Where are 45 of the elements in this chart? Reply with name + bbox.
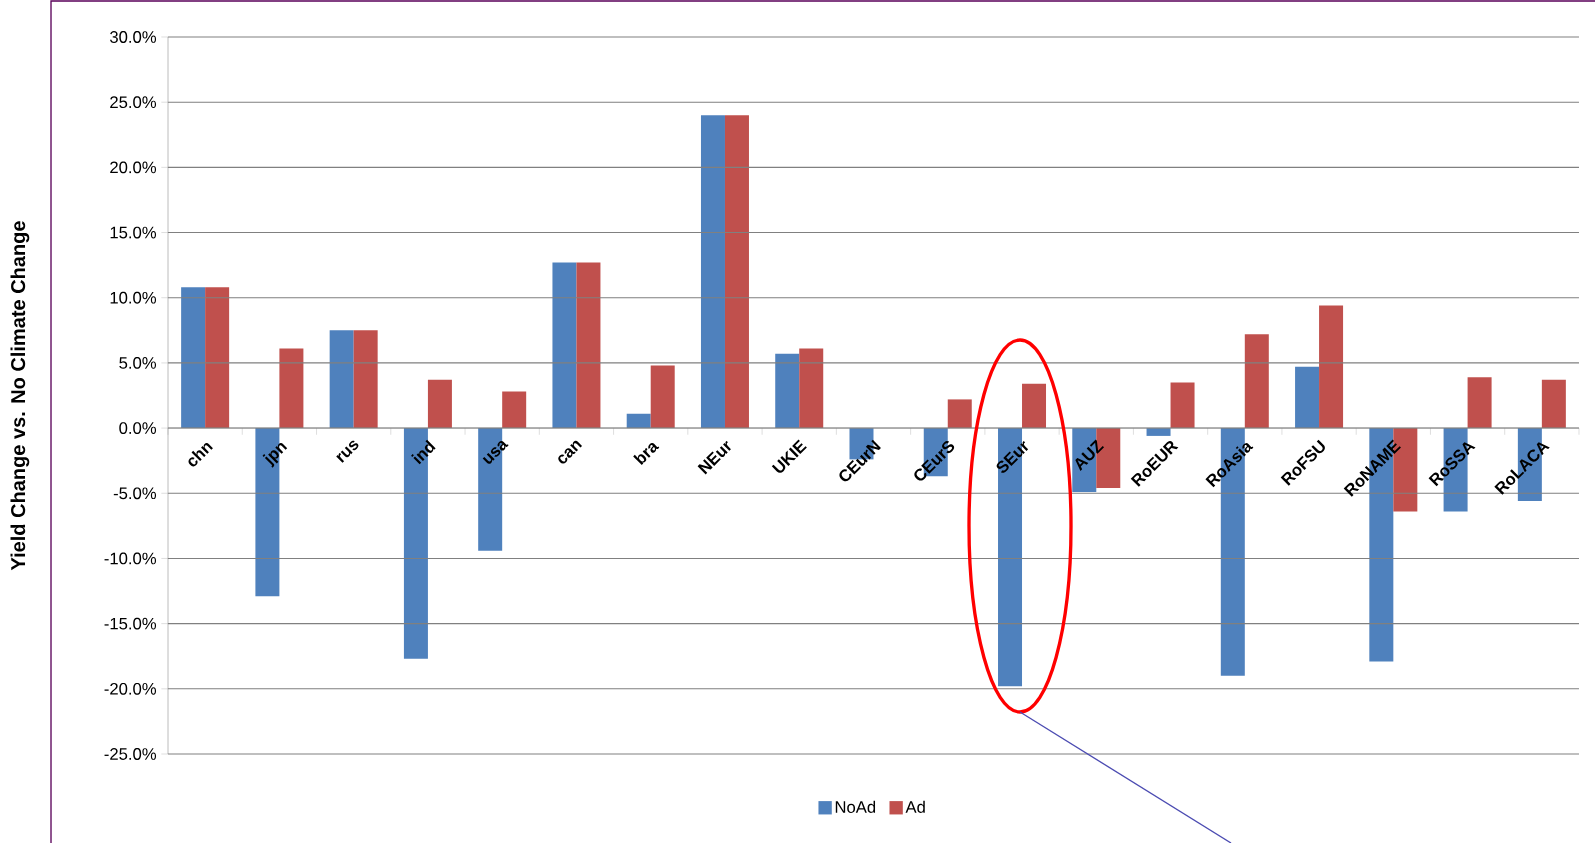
y-tick-label: 5.0% [119, 357, 157, 369]
y-axis-title: Yield Change vs. No Climate Change [10, 221, 30, 571]
bar [650, 365, 675, 429]
bar [700, 115, 725, 429]
bar [353, 330, 378, 429]
bar [1244, 334, 1269, 429]
y-tick-label: -20.0% [104, 682, 157, 695]
bar [329, 330, 354, 429]
bar [427, 379, 452, 429]
x-tick-label: chn [188, 442, 213, 467]
bar [1467, 377, 1492, 429]
bar [1319, 305, 1344, 429]
x-tick-label: rus [336, 440, 359, 463]
y-tick-label: -10.0% [104, 552, 157, 565]
y-tick-label: -15.0% [104, 617, 157, 630]
y-tick-label: 30.0% [109, 31, 157, 43]
bar [1170, 382, 1195, 429]
bar [205, 287, 230, 429]
y-tick-label: 20.0% [110, 161, 157, 174]
bar [181, 287, 206, 429]
y-tick-label: -25.0% [104, 748, 157, 760]
y-tick-label: 0.0% [119, 422, 157, 434]
y-tick-label: 15.0% [110, 226, 157, 239]
bar [1295, 366, 1320, 429]
y-tick-label: -5.0% [113, 487, 157, 500]
bar [552, 262, 577, 429]
x-tick-label: bra [633, 443, 660, 466]
bar [502, 391, 527, 429]
x-tick-label: jpn [262, 442, 288, 468]
bar [1022, 383, 1047, 429]
bar [947, 399, 972, 429]
legend-label: NoAd [835, 800, 876, 813]
bar [724, 115, 749, 429]
bar [775, 353, 800, 429]
y-tick-label: 25.0% [110, 96, 157, 109]
bar [626, 413, 651, 429]
bar [279, 348, 304, 429]
x-tick-label: can [558, 440, 583, 464]
x-tick-label: usa [482, 440, 509, 464]
bar [799, 348, 824, 429]
y-tick-label: 10.0% [110, 291, 157, 304]
bar [576, 262, 601, 429]
legend-label: Ad [905, 800, 925, 813]
x-tick-label: ind [411, 439, 436, 465]
bar [1541, 379, 1566, 429]
